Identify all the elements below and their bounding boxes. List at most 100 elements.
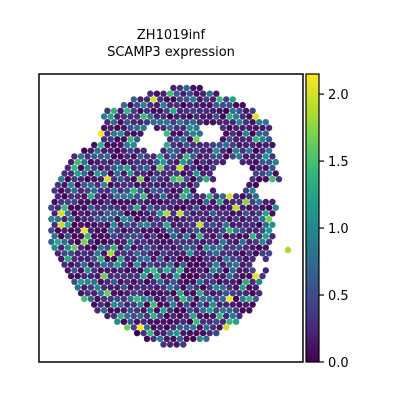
expression-spot <box>143 233 151 240</box>
expression-spot <box>157 107 164 115</box>
expression-spot <box>143 210 151 217</box>
expression-spot <box>170 324 177 331</box>
expression-spot <box>117 141 124 149</box>
expression-spot <box>219 272 227 280</box>
expression-spot <box>81 204 88 211</box>
expression-spot <box>97 198 105 206</box>
expression-spot <box>223 301 230 308</box>
expression-spot <box>160 101 167 109</box>
expression-spot <box>190 210 197 217</box>
expression-spot <box>166 101 174 109</box>
expression-spot <box>242 301 250 308</box>
expression-spot <box>196 324 203 331</box>
expression-spot <box>209 324 217 331</box>
expression-spot <box>265 204 273 211</box>
expression-spot <box>157 187 164 194</box>
expression-spot <box>94 295 101 303</box>
expression-spot <box>180 272 187 280</box>
expression-spot <box>163 301 170 308</box>
expression-spot <box>226 272 233 280</box>
expression-spot <box>150 107 157 115</box>
expression-spot <box>249 233 256 240</box>
expression-spot <box>249 176 256 183</box>
expression-spot <box>213 158 220 166</box>
expression-spot <box>163 210 170 217</box>
expression-spot <box>107 181 114 189</box>
expression-spot <box>71 233 78 240</box>
expression-spot <box>196 301 203 308</box>
expression-spot <box>150 278 157 285</box>
expression-spot <box>183 107 190 115</box>
expression-spot <box>186 147 194 154</box>
expression-spot <box>64 233 72 240</box>
expression-spot <box>157 255 164 263</box>
expression-spot <box>87 170 95 177</box>
expression-spot <box>81 181 88 189</box>
expression-spot <box>213 261 220 268</box>
expression-spot <box>143 312 151 320</box>
expression-spot <box>203 255 210 263</box>
expression-spot <box>91 141 98 149</box>
expression-spot <box>256 278 263 285</box>
expression-spot <box>239 250 246 257</box>
expression-spot <box>163 153 170 160</box>
expression-spot <box>100 204 108 211</box>
expression-spot <box>87 227 95 234</box>
expression-spot <box>120 170 128 177</box>
expression-spot <box>104 107 111 115</box>
expression-spot <box>190 335 197 342</box>
expression-spot <box>166 307 174 314</box>
expression-spot <box>107 238 114 246</box>
expression-spot <box>51 198 58 206</box>
expression-spot <box>196 335 203 342</box>
expression-spot <box>190 301 197 308</box>
expression-spot <box>186 158 194 166</box>
expression-spot <box>114 238 121 246</box>
expression-spot <box>242 141 250 149</box>
expression-spot <box>216 233 223 240</box>
expression-spot <box>232 238 240 246</box>
expression-spot <box>110 290 118 297</box>
expression-spot <box>61 170 68 177</box>
expression-spot <box>140 158 147 166</box>
expression-spot <box>190 244 197 251</box>
expression-spot <box>84 278 91 285</box>
expression-spot <box>150 96 157 103</box>
expression-spot <box>87 284 95 291</box>
expression-spot <box>110 130 118 137</box>
expression-spot <box>140 170 147 177</box>
expression-spot <box>133 136 141 143</box>
expression-spot <box>67 238 75 246</box>
expression-spot <box>246 295 253 303</box>
expression-spot <box>163 187 170 194</box>
expression-spot <box>246 147 253 154</box>
expression-spot <box>216 290 223 297</box>
expression-spot <box>91 301 98 308</box>
expression-spot <box>180 113 187 120</box>
expression-spot <box>252 250 260 257</box>
expression-spot <box>196 244 203 251</box>
expression-spot <box>173 250 180 257</box>
expression-spot <box>246 272 253 280</box>
expression-spot <box>160 295 167 303</box>
expression-spot <box>71 176 78 183</box>
expression-spot <box>150 312 157 320</box>
expression-spot <box>157 244 164 251</box>
expression-spot <box>143 278 151 285</box>
expression-spot <box>190 290 197 297</box>
expression-spot <box>100 272 108 280</box>
expression-spot <box>216 153 223 160</box>
expression-spot <box>173 181 180 189</box>
expression-spot <box>117 176 124 183</box>
expression-spot <box>137 255 144 263</box>
expression-spot <box>150 324 157 331</box>
expression-spot <box>87 147 95 154</box>
expression-spot <box>84 255 91 263</box>
expression-spot <box>239 272 246 280</box>
expression-spot <box>150 176 157 183</box>
expression-spot <box>190 119 197 126</box>
expression-spot <box>256 153 263 160</box>
expression-spot <box>242 233 250 240</box>
expression-spot <box>246 113 253 120</box>
expression-spot <box>67 215 75 223</box>
